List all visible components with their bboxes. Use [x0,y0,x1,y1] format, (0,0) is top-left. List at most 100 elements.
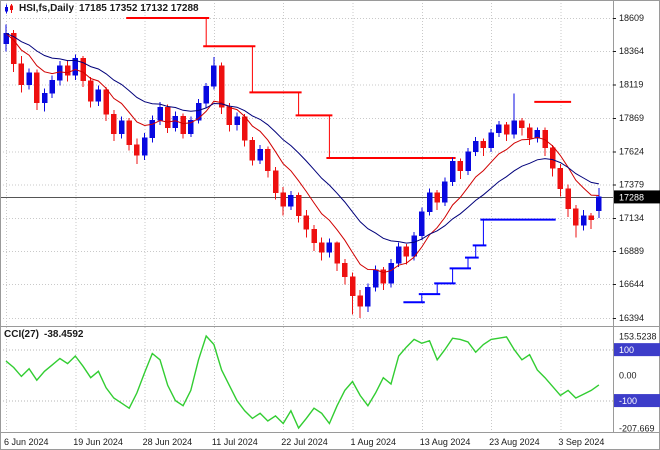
candle-body-up [234,116,240,126]
date-label: 13 Aug 2024 [420,437,471,447]
ma-slow-line [5,32,599,244]
candle-body-down [218,65,225,108]
candle-body-down [526,127,533,139]
candle-body-up [57,65,63,81]
candle-body-down [573,208,579,226]
cci-line [5,334,600,430]
candle-body-up [395,246,402,264]
candle-body-down [588,215,594,220]
candle-body-up [141,137,148,156]
candle-body-down [134,144,140,156]
candle-body-up [496,124,502,134]
candle-body-down [18,63,25,86]
candle-body-up [426,192,433,212]
candle-body-up [203,86,209,104]
candle-body-up [211,65,217,87]
candle-body-up [511,120,517,135]
candle-body-up [118,120,125,134]
price-axis-label: 18364 [619,46,644,56]
candle-body-up [26,72,32,86]
candle-body-down [318,242,325,253]
candle-body-down [519,120,525,128]
date-label: 19 Jun 2024 [73,437,123,447]
candle-body-up [534,130,541,139]
date-label: 23 Aug 2024 [489,437,540,447]
current-price-tag [614,190,660,204]
candle-body-up [257,148,263,161]
candle-body-up [449,161,456,182]
candle-body-up [388,262,394,284]
candle-body-down [280,192,286,207]
candle-body-up [157,107,163,121]
candle-body-down [557,167,564,189]
candle-body-down [380,269,387,284]
candle-body-down [349,276,356,296]
date-label: 1 Aug 2024 [351,437,397,447]
cci-level-tag [614,394,660,408]
candle-body-down [403,246,410,257]
cci-name-label: CCI(27) [4,329,40,340]
date-label: 22 Jul 2024 [281,437,328,447]
chart-header: HSI,fs,Daily 17185 17352 17132 17288 [4,3,199,14]
candle-body-up [149,119,156,138]
candle-body-down [265,148,271,172]
candle-body-down [241,116,248,141]
candle-body-up [465,151,471,172]
candle-body-up [419,211,425,237]
candle-body-down [80,58,86,82]
cci-axis-label: 0.00 [619,371,637,381]
candle-body-down [226,107,233,126]
price-axis-label: 16644 [619,279,644,289]
candle-body-down [565,188,571,210]
candle-body-up [72,58,79,76]
candle-body-up [442,181,448,203]
candle-body-up [596,196,602,212]
candle-body-up [188,119,194,134]
candle-body-down [342,262,348,277]
candle-body-down [311,228,317,243]
candle-body-up [488,132,494,149]
candle-body-up [95,89,102,102]
time-axis-area[interactable] [0,432,660,450]
candle-body-up [580,215,587,226]
date-label: 28 Jun 2024 [143,437,193,447]
candle-body-up [49,79,55,94]
candle-body-down [480,140,487,149]
cci-axis-label: -207.669 [619,424,655,434]
date-label: 11 Jul 2024 [212,437,258,447]
symbol-timeframe-label: HSI,fs,Daily [19,3,75,14]
candle-body-down [64,65,71,76]
cci-plot-area[interactable] [0,326,613,432]
candle-body-down [434,192,440,203]
candle-body-down [295,195,302,216]
cci-level-tag [614,343,660,357]
candle-body-down [357,295,363,307]
cci-indicator-label: CCI(27) -38.4592 [4,329,84,340]
price-axis-label: 18119 [619,79,643,89]
cci-axis-label: -100 [619,396,637,406]
candle-body-up [195,102,202,121]
price-axis-label: 17134 [619,213,644,223]
candle-body-down [87,80,94,102]
candle-body-down [103,89,109,115]
candle-body-down [164,107,171,128]
ma-fast-line [5,33,599,274]
price-axis-area[interactable] [613,0,660,432]
candle-body-down [249,140,256,161]
candle-body-down [549,147,556,169]
candle-body-up [372,269,379,288]
cci-axis-label: 100 [619,345,634,355]
candle-body-down [503,124,510,135]
main-plot-area[interactable] [0,0,613,326]
candle-body-up [326,242,333,253]
candle-body-down [126,120,132,145]
current-price-tag-label: 17288 [619,192,644,202]
ohlc-values-label: 17185 17352 17132 17288 [79,3,199,14]
price-axis-label: 16889 [619,246,644,256]
candle-body-up [411,235,417,257]
candle-body-down [303,215,310,230]
price-axis-label: 17869 [619,113,644,123]
candle-body-up [365,287,371,307]
